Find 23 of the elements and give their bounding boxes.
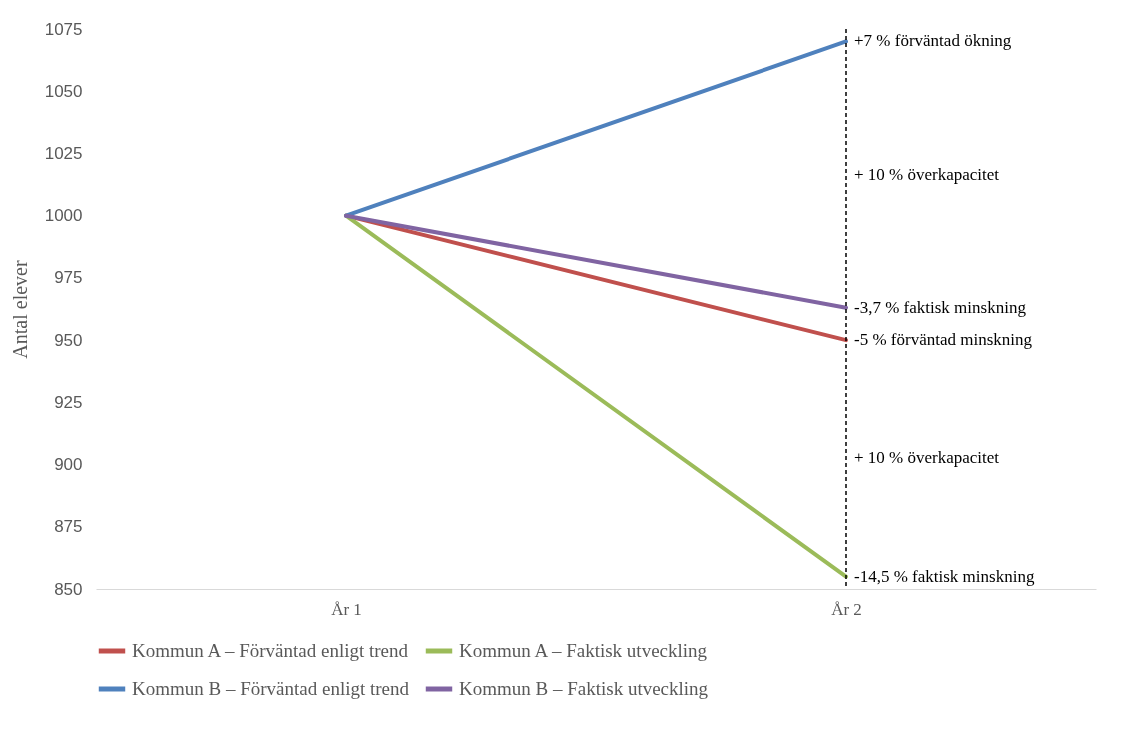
annotation: -5 % förväntad minskning xyxy=(854,330,1033,350)
legend-label: Kommun B – Faktisk utveckling xyxy=(459,678,709,699)
annotation: + 10 % överkapacitet xyxy=(854,164,1000,184)
annotation: -3,7 % faktisk minskning xyxy=(854,297,1027,317)
y-tick-label: 1025 xyxy=(44,143,83,163)
annotation: + 10 % överkapacitet xyxy=(854,448,1000,468)
x-tick-label: År 2 xyxy=(831,599,862,619)
legend-label: Kommun B – Förväntad enligt trend xyxy=(132,678,410,699)
annotation: +7 % förväntad ökning xyxy=(854,31,1012,51)
y-tick-label: 1075 xyxy=(44,19,83,39)
y-tick-label: 875 xyxy=(54,517,83,537)
y-tick-label: 975 xyxy=(54,268,83,288)
annotation: -14,5 % faktisk minskning xyxy=(854,566,1035,586)
y-tick-label: 1050 xyxy=(44,81,83,101)
legend-label: Kommun A – Förväntad enligt trend xyxy=(132,640,409,661)
y-tick-label: 850 xyxy=(54,579,83,599)
y-tick-label: 925 xyxy=(54,392,83,412)
y-tick-label: 1000 xyxy=(44,206,83,226)
y-tick-label: 950 xyxy=(54,330,83,350)
legend-label: Kommun A – Faktisk utveckling xyxy=(459,640,708,661)
x-tick-label: År 1 xyxy=(331,599,362,619)
y-axis-title: Antal elever xyxy=(8,260,31,359)
y-tick-label: 900 xyxy=(54,455,83,475)
